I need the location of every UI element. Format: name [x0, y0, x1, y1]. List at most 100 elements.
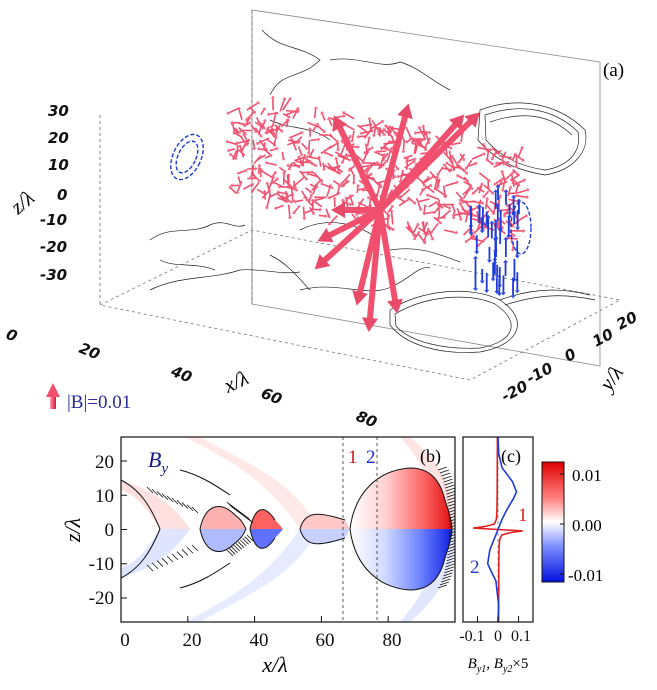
field-arrow: [297, 146, 304, 157]
field-arrow: [485, 149, 490, 162]
hatch-mark: [242, 538, 249, 545]
field-arrow: [457, 153, 466, 164]
blue-field-arrow: [468, 213, 474, 236]
z-axis-label: z/λ: [5, 186, 39, 220]
field-arrow: [359, 130, 374, 136]
field-arrow: [327, 167, 342, 175]
hatch-mark: [171, 553, 179, 561]
hatch-mark: [448, 509, 455, 513]
hatch-mark: [171, 497, 179, 505]
hatch-mark: [228, 548, 236, 555]
field-arrow: [236, 168, 248, 175]
field-arrow: [266, 111, 279, 117]
field-arrow: [436, 166, 444, 176]
field-arrow: [228, 153, 238, 160]
blue-field-arrow: [495, 184, 501, 201]
panel-label-b: (b): [420, 446, 441, 467]
field-arrow: [281, 171, 287, 185]
large-field-arrow: [332, 115, 383, 213]
field-arrow: [310, 207, 323, 212]
floor: [98, 229, 622, 381]
field-arrow: [435, 188, 448, 198]
field-arrow: [287, 204, 293, 220]
hatch-mark: [448, 525, 455, 528]
field-arrow: [464, 159, 473, 170]
hatch-mark: [246, 534, 254, 542]
field-arrow: [279, 97, 287, 112]
field-arrow: [398, 188, 411, 200]
field-arrow: [327, 117, 333, 127]
field-arrow: [440, 209, 452, 219]
field-arrow: [269, 146, 279, 152]
c-x-axis-label: By1, By2×5: [468, 656, 529, 675]
field-arrow: [246, 101, 260, 111]
blue-field-arrow: [490, 262, 496, 282]
series-label-2: 2: [470, 557, 480, 578]
hatch-mark: [443, 478, 453, 483]
field-arrow: [427, 227, 435, 241]
c-x-tick: 0.1: [511, 628, 531, 645]
hatch-mark: [146, 486, 154, 494]
blue-field-arrow: [498, 210, 504, 233]
b-y-tick: 10: [95, 486, 114, 507]
field-arrow: [247, 166, 258, 171]
z-axis-ticks: 30 20 10 0 -10 -20 -30: [40, 102, 69, 284]
field-arrow: [500, 151, 507, 162]
field-arrow: [292, 161, 301, 169]
field-arrow: [270, 95, 276, 111]
hatch-mark: [151, 488, 159, 496]
blue-field-arrow: [479, 268, 485, 284]
field-arrow: [509, 172, 515, 188]
legend: |B|=0.01: [46, 383, 131, 413]
field-arrow: [498, 154, 513, 160]
b-x-tick: 40: [250, 630, 269, 651]
field-arrow: [423, 137, 431, 149]
field-arrow: [234, 127, 240, 137]
field-arrow: [377, 126, 386, 136]
field-arrow: [483, 184, 495, 195]
legend-arrow-icon: [46, 383, 60, 409]
large-field-arrow: [377, 207, 403, 314]
hatch-mark: [161, 558, 169, 565]
field-arrow: [286, 163, 301, 168]
panel-a-3d-plot: 30 20 10 0 -10 -20 -30 z/λ 0 20 40 60 80…: [4, 9, 640, 432]
b-x-tick: 80: [383, 630, 402, 651]
blue-field-arrow: [503, 189, 509, 205]
hatch-mark: [448, 528, 455, 531]
field-arrow: [302, 206, 307, 221]
field-arrow: [301, 142, 308, 150]
field-arrow: [272, 135, 279, 146]
z-tick: 10: [48, 156, 69, 174]
field-arrow: [313, 195, 327, 200]
blue-field-arrow: [500, 275, 506, 296]
hatch-mark: [448, 545, 455, 550]
field-arrow: [292, 107, 300, 119]
field-arrow: [517, 187, 530, 194]
large-field-arrow: [314, 207, 383, 270]
field-arrow: [250, 124, 258, 134]
hatch-mark: [447, 551, 455, 556]
field-arrow: [243, 121, 252, 127]
field-arrow: [477, 146, 492, 153]
blue-field-arrow: [486, 246, 492, 263]
field-arrow: [313, 171, 323, 183]
field-arrow: [237, 176, 243, 186]
c-x-ticks: -0.1 0 0.1: [459, 628, 531, 645]
field-arrow: [387, 204, 394, 214]
field-arrow: [342, 179, 349, 188]
field-arrow: [230, 120, 241, 125]
field-arrow: [468, 161, 478, 167]
colorbar: 0.01 0.00 -0.01: [541, 461, 603, 585]
field-arrow: [264, 195, 271, 210]
z-tick: -10: [40, 211, 67, 229]
field-arrow: [416, 176, 425, 185]
field-arrow: [366, 136, 372, 147]
field-arrow: [304, 187, 313, 194]
field-arrow: [478, 172, 491, 183]
hatch-mark: [237, 541, 245, 548]
c-x-tick: 0: [494, 628, 502, 645]
field-arrow: [371, 177, 381, 187]
field-arrow: [230, 122, 236, 134]
field-arrow: [361, 160, 377, 165]
field-arrow: [415, 197, 423, 212]
